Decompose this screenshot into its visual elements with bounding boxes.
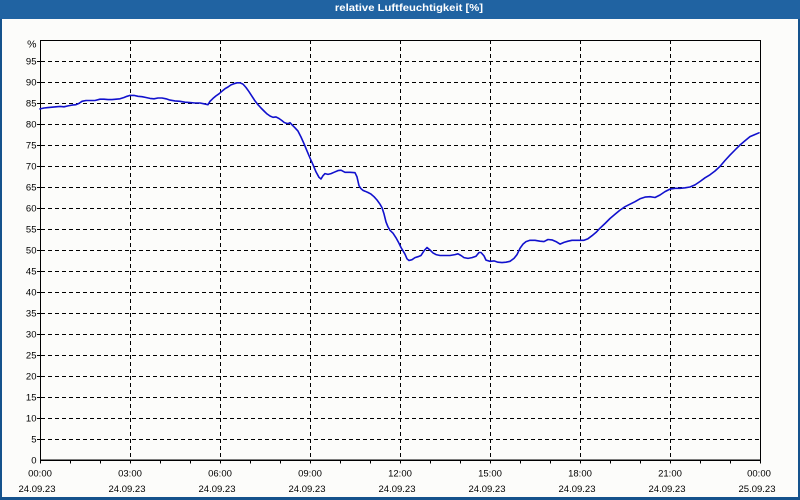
svg-text:55: 55 (26, 225, 37, 236)
svg-text:70: 70 (26, 162, 37, 173)
svg-text:03:00: 03:00 (118, 469, 142, 480)
svg-text:80: 80 (26, 120, 37, 131)
svg-text:06:00: 06:00 (208, 469, 232, 480)
svg-text:%: % (27, 39, 36, 51)
svg-text:60: 60 (26, 204, 37, 215)
svg-text:15:00: 15:00 (478, 469, 502, 480)
svg-text:10: 10 (26, 414, 37, 425)
svg-text:24.09.23: 24.09.23 (19, 484, 56, 495)
svg-text:24.09.23: 24.09.23 (559, 484, 596, 495)
svg-text:09:00: 09:00 (298, 469, 322, 480)
svg-text:20: 20 (26, 372, 37, 383)
svg-text:40: 40 (26, 288, 37, 299)
svg-text:24.09.23: 24.09.23 (109, 484, 146, 495)
svg-text:85: 85 (26, 99, 37, 110)
svg-text:45: 45 (26, 267, 37, 278)
svg-text:35: 35 (26, 309, 37, 320)
svg-text:90: 90 (26, 78, 37, 89)
svg-text:15: 15 (26, 393, 37, 404)
svg-text:25: 25 (26, 351, 37, 362)
svg-text:18:00: 18:00 (568, 469, 592, 480)
svg-text:12:00: 12:00 (388, 469, 412, 480)
svg-text:25.09.23: 25.09.23 (739, 484, 776, 495)
svg-text:24.09.23: 24.09.23 (469, 484, 506, 495)
svg-text:30: 30 (26, 330, 37, 341)
svg-text:21:00: 21:00 (658, 469, 682, 480)
svg-text:00:00: 00:00 (747, 469, 771, 480)
svg-text:24.09.23: 24.09.23 (649, 484, 686, 495)
svg-text:24.09.23: 24.09.23 (289, 484, 326, 495)
svg-text:5: 5 (31, 435, 36, 446)
svg-text:75: 75 (26, 141, 37, 152)
svg-text:24.09.23: 24.09.23 (379, 484, 416, 495)
svg-text:95: 95 (26, 57, 37, 68)
svg-text:50: 50 (26, 246, 37, 257)
svg-text:65: 65 (26, 183, 37, 194)
svg-text:0: 0 (31, 456, 36, 467)
svg-text:24.09.23: 24.09.23 (199, 484, 236, 495)
svg-text:00:00: 00:00 (28, 469, 52, 480)
